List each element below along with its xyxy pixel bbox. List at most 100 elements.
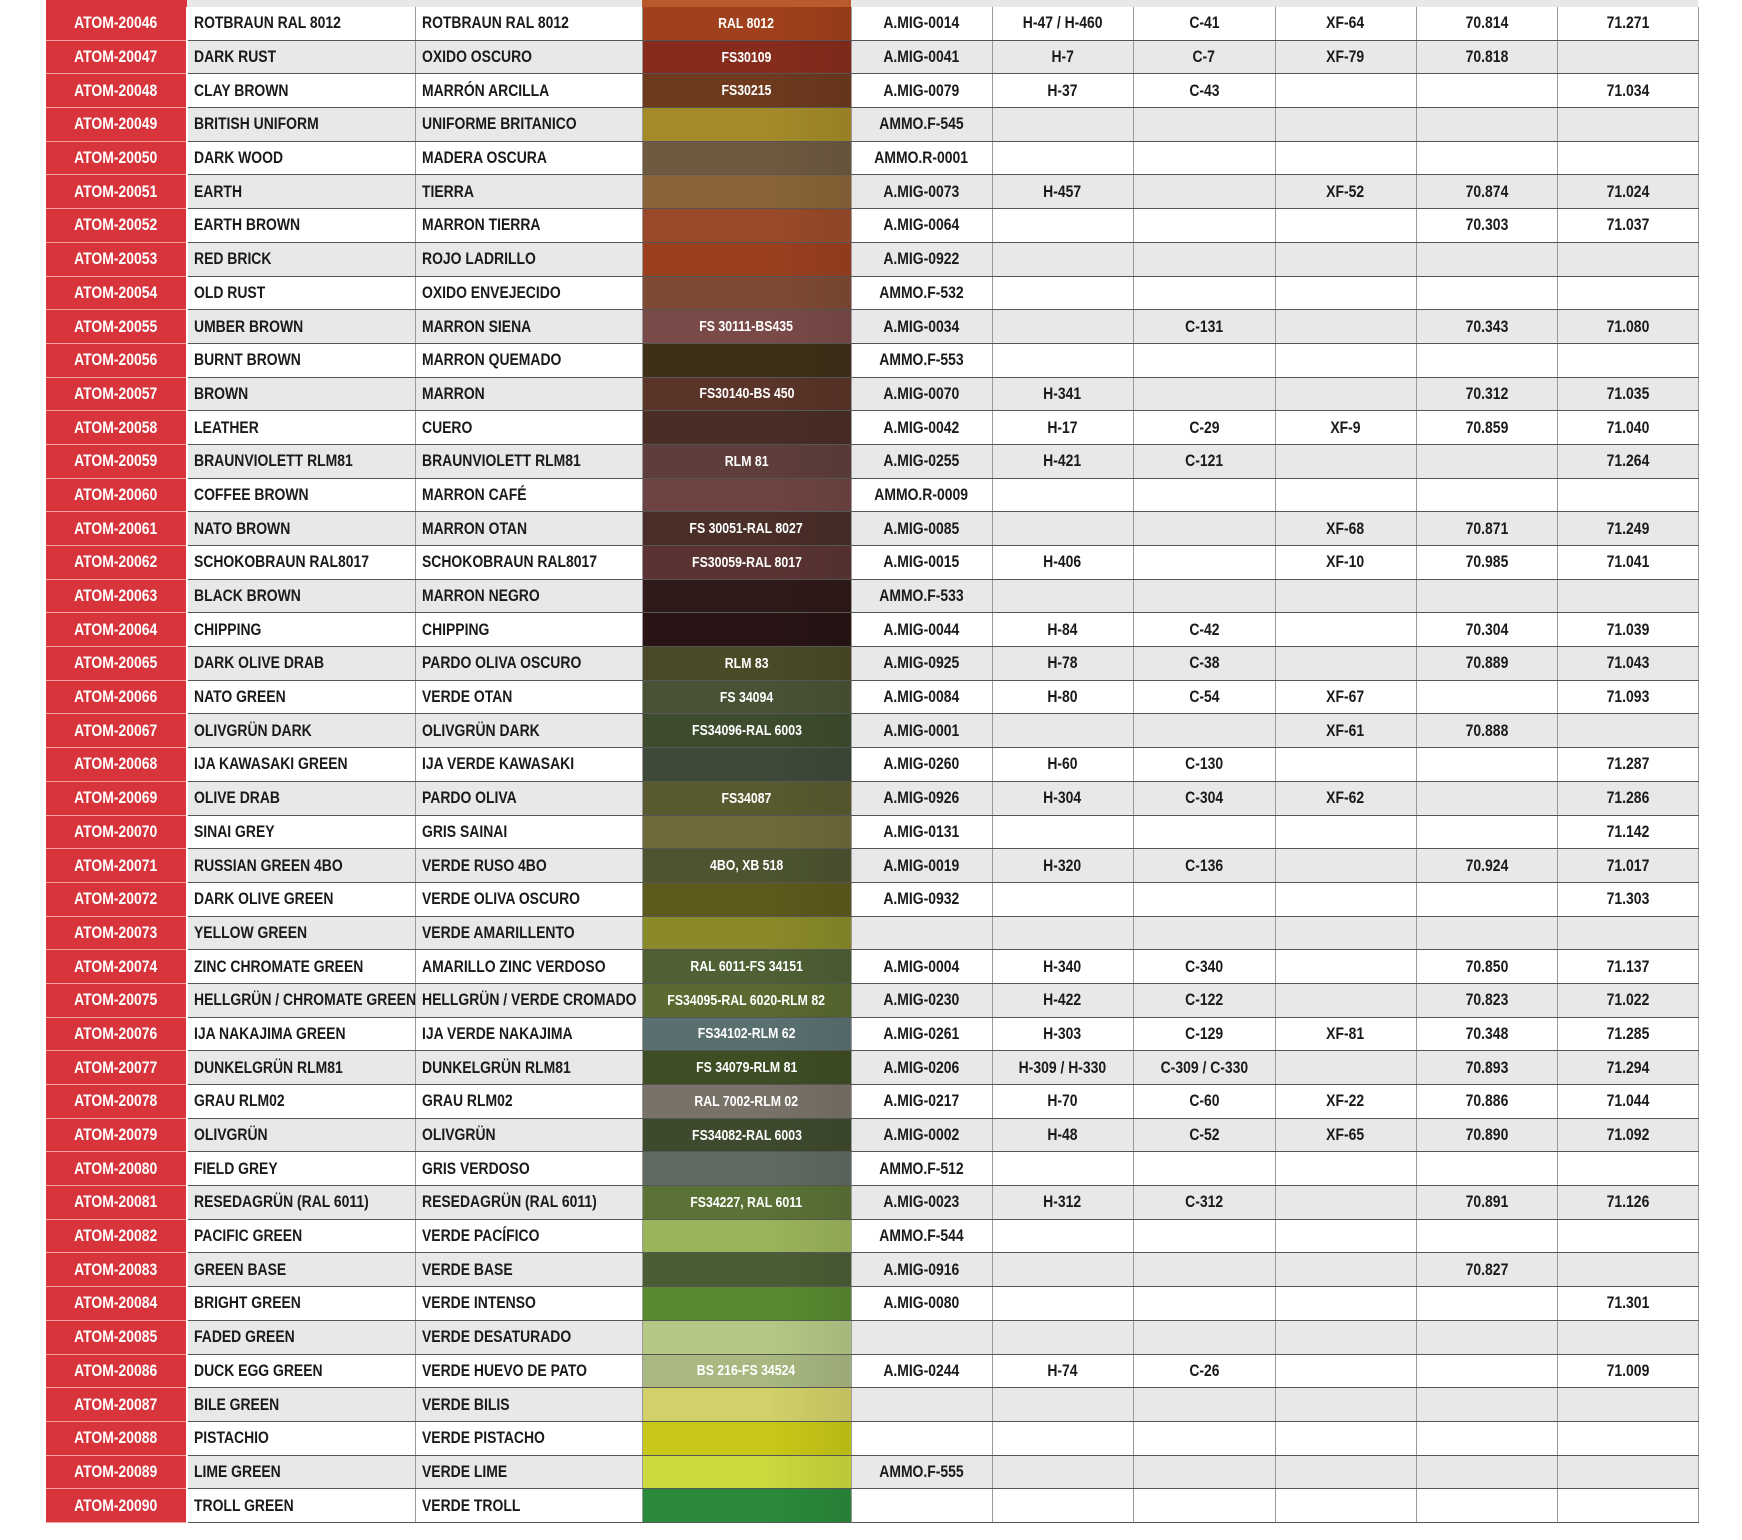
table-row: ATOM-20057 BROWN MARRON FS30140-BS 450 A.MIG… <box>46 377 1699 412</box>
spanish-name-text: MARRON NEGRO <box>421 586 540 606</box>
vallejo-70-code-cell <box>1416 1455 1558 1490</box>
vallejo-70-code-text: 70.891 <box>1465 1192 1508 1212</box>
color-swatch-cell <box>642 1219 852 1254</box>
english-name-text: DARK WOOD <box>194 148 284 168</box>
table-row: ATOM-20050 DARK WOOD MADERA OSCURA AMMO.R-0… <box>46 141 1699 176</box>
spanish-name-text: OXIDO OSCURO <box>421 47 532 67</box>
table-row: ATOM-20080 FIELD GREY GRIS VERDOSO AMMO.F-5… <box>46 1151 1699 1187</box>
tamiya-xf-code-text: XF-62 <box>1326 788 1365 808</box>
ammo-mig-code-text: A.MIG-0926 <box>883 788 960 808</box>
vallejo-71-code-text: 71.137 <box>1606 956 1649 976</box>
tamiya-xf-code-cell <box>1275 983 1417 1018</box>
vallejo-70-code-cell: 70.827 <box>1416 1252 1558 1288</box>
vallejo-71-code-cell: 71.287 <box>1557 747 1699 782</box>
ammo-mig-code-text: A.MIG-0019 <box>883 855 960 875</box>
gunze-h-code-cell <box>992 1252 1134 1288</box>
vallejo-70-code-cell: 70.889 <box>1416 646 1558 681</box>
vallejo-70-code-text: 70.814 <box>1465 13 1508 33</box>
tamiya-xf-code-cell: XF-64 <box>1275 7 1417 41</box>
vallejo-70-code-cell <box>1416 141 1558 176</box>
gunze-h-code-cell <box>992 815 1134 850</box>
ammo-mig-code-text: A.MIG-0004 <box>883 956 960 976</box>
spanish-name-cell: MADERA OSCURA <box>415 141 643 176</box>
atom-code-text: ATOM-20075 <box>74 990 158 1010</box>
english-name-cell: BROWN <box>187 377 416 412</box>
gunze-c-code-cell <box>1133 141 1276 176</box>
tamiya-xf-code-text: XF-61 <box>1326 720 1365 740</box>
vallejo-71-code-cell: 71.301 <box>1557 1286 1699 1321</box>
vallejo-70-code-text: 70.304 <box>1465 619 1508 639</box>
tamiya-xf-code-cell <box>1275 1219 1417 1254</box>
gunze-c-code-cell <box>1133 478 1276 513</box>
atom-code-cell: ATOM-20080 <box>46 1151 188 1187</box>
spanish-name-text: MARRON QUEMADO <box>421 350 561 370</box>
spanish-name-cell: TIERRA <box>415 174 643 210</box>
gunze-c-code-text: C-43 <box>1188 80 1220 100</box>
previous-id-cell <box>46 0 187 7</box>
previous-swatch-cell <box>642 0 851 7</box>
vallejo-71-code-cell <box>1557 141 1699 176</box>
vallejo-71-code-cell <box>1557 1455 1699 1490</box>
atom-code-cell: ATOM-20048 <box>46 73 188 109</box>
ammo-mig-code-cell: AMMO.R-0009 <box>851 478 993 513</box>
english-name-text: PACIFIC GREEN <box>194 1226 303 1246</box>
color-swatch-cell <box>642 242 852 277</box>
english-name-cell: BILE GREEN <box>187 1387 416 1422</box>
tamiya-xf-code-cell <box>1275 1320 1417 1355</box>
atom-code-cell: ATOM-20081 <box>46 1185 188 1220</box>
ammo-mig-code-cell: A.MIG-0926 <box>851 781 993 816</box>
ammo-mig-code-cell: A.MIG-0925 <box>851 646 993 681</box>
color-swatch-text: FS30109 <box>721 48 772 66</box>
gunze-c-code-cell: C-52 <box>1133 1118 1276 1153</box>
atom-code-text: ATOM-20047 <box>74 47 158 67</box>
ammo-mig-code-cell: A.MIG-0019 <box>851 848 993 883</box>
gunze-h-code-cell: H-78 <box>992 646 1134 681</box>
vallejo-70-code-cell <box>1416 73 1558 109</box>
gunze-c-code-cell: C-29 <box>1133 410 1276 445</box>
spanish-name-text: MARRON SIENA <box>421 316 531 336</box>
ammo-mig-code-cell: A.MIG-0230 <box>851 983 993 1018</box>
ammo-mig-code-cell: A.MIG-0044 <box>851 612 993 648</box>
vallejo-70-code-text: 70.818 <box>1465 47 1508 67</box>
ammo-mig-code-text: A.MIG-0064 <box>883 215 960 235</box>
color-swatch-cell: FS34096-RAL 6003 <box>642 713 852 749</box>
english-name-cell: ZINC CHROMATE GREEN <box>187 949 416 984</box>
ammo-mig-code-text: A.MIG-0260 <box>883 754 960 774</box>
tamiya-xf-code-cell: XF-79 <box>1275 40 1417 75</box>
spanish-name-text: VERDE TROLL <box>421 1495 520 1515</box>
ammo-mig-code-text: A.MIG-0079 <box>883 80 960 100</box>
atom-code-text: ATOM-20088 <box>74 1428 158 1448</box>
english-name-cell: CHIPPING <box>187 612 416 648</box>
ammo-mig-code-text: A.MIG-0084 <box>883 687 960 707</box>
gunze-c-code-text: C-130 <box>1185 754 1223 774</box>
spanish-name-text: VERDE DESATURADO <box>421 1327 571 1347</box>
gunze-h-code-cell <box>992 713 1134 749</box>
spanish-name-text: UNIFORME BRITANICO <box>421 114 577 134</box>
english-name-cell: PISTACHIO <box>187 1421 416 1456</box>
vallejo-71-code-text: 71.142 <box>1606 821 1649 841</box>
spanish-name-text: VERDE HUEVO DE PATO <box>421 1360 587 1380</box>
color-swatch-cell: FS30140-BS 450 <box>642 377 852 412</box>
vallejo-70-code-cell: 70.893 <box>1416 1050 1558 1085</box>
spanish-name-cell: VERDE PACÍFICO <box>415 1219 643 1254</box>
tamiya-xf-code-cell <box>1275 747 1417 782</box>
spanish-name-text: GRAU RLM02 <box>421 1091 513 1111</box>
vallejo-71-code-text: 71.022 <box>1606 990 1649 1010</box>
gunze-c-code-text: C-304 <box>1185 788 1223 808</box>
english-name-text: CHIPPING <box>194 619 262 639</box>
color-swatch-cell <box>642 107 852 142</box>
atom-code-cell: ATOM-20087 <box>46 1387 188 1422</box>
previous-es-cell <box>415 0 642 7</box>
tamiya-xf-code-cell: XF-52 <box>1275 174 1417 210</box>
table-row: ATOM-20066 NATO GREEN VERDE OTAN FS 34094 A.… <box>46 680 1699 715</box>
table-row: ATOM-20047 DARK RUST OXIDO OSCURO FS30109 A.… <box>46 40 1699 75</box>
gunze-h-code-cell <box>992 478 1134 513</box>
color-swatch-text: RAL 7002-RLM 02 <box>694 1092 799 1110</box>
english-name-cell: BRIGHT GREEN <box>187 1286 416 1321</box>
tamiya-xf-code-cell <box>1275 107 1417 142</box>
ammo-mig-code-cell: A.MIG-0015 <box>851 545 993 580</box>
gunze-h-code-text: H-37 <box>1047 80 1078 100</box>
ammo-mig-code-text: A.MIG-0217 <box>883 1091 960 1111</box>
gunze-h-code-cell <box>992 1320 1134 1355</box>
color-swatch-cell: RAL 6011-FS 34151 <box>642 949 852 984</box>
